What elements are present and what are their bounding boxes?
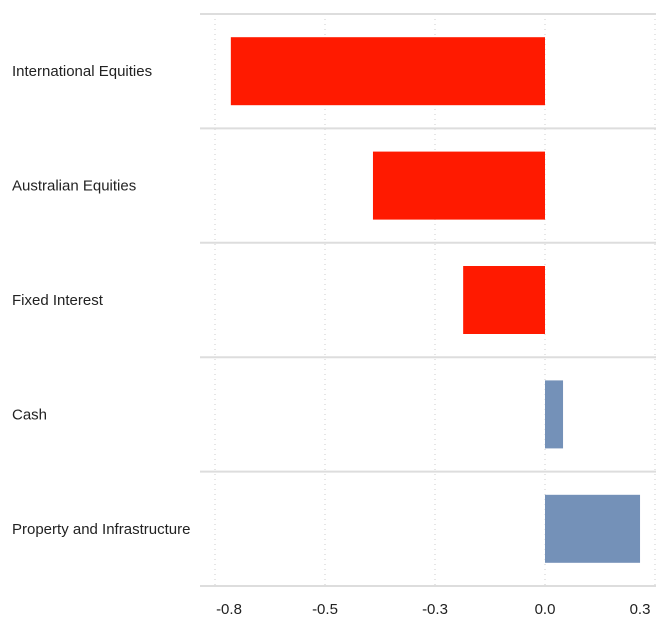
y-tick-label: Australian Equities bbox=[12, 178, 136, 195]
bar bbox=[230, 37, 545, 106]
bar bbox=[463, 266, 545, 334]
x-tick-label: 0.0 bbox=[535, 601, 556, 618]
y-tick-label: Fixed Interest bbox=[12, 292, 104, 309]
y-tick-label: International Equities bbox=[12, 63, 152, 80]
y-tick-label: Cash bbox=[12, 406, 47, 423]
x-tick-label: -0.8 bbox=[216, 601, 242, 618]
bar bbox=[545, 494, 641, 563]
x-tick-label: 0.3 bbox=[630, 601, 651, 618]
y-tick-label: Property and Infrastructure bbox=[12, 521, 190, 538]
bar bbox=[372, 151, 545, 220]
bar bbox=[545, 380, 564, 449]
x-tick-label: -0.5 bbox=[312, 601, 338, 618]
x-tick-label: -0.3 bbox=[422, 601, 448, 618]
